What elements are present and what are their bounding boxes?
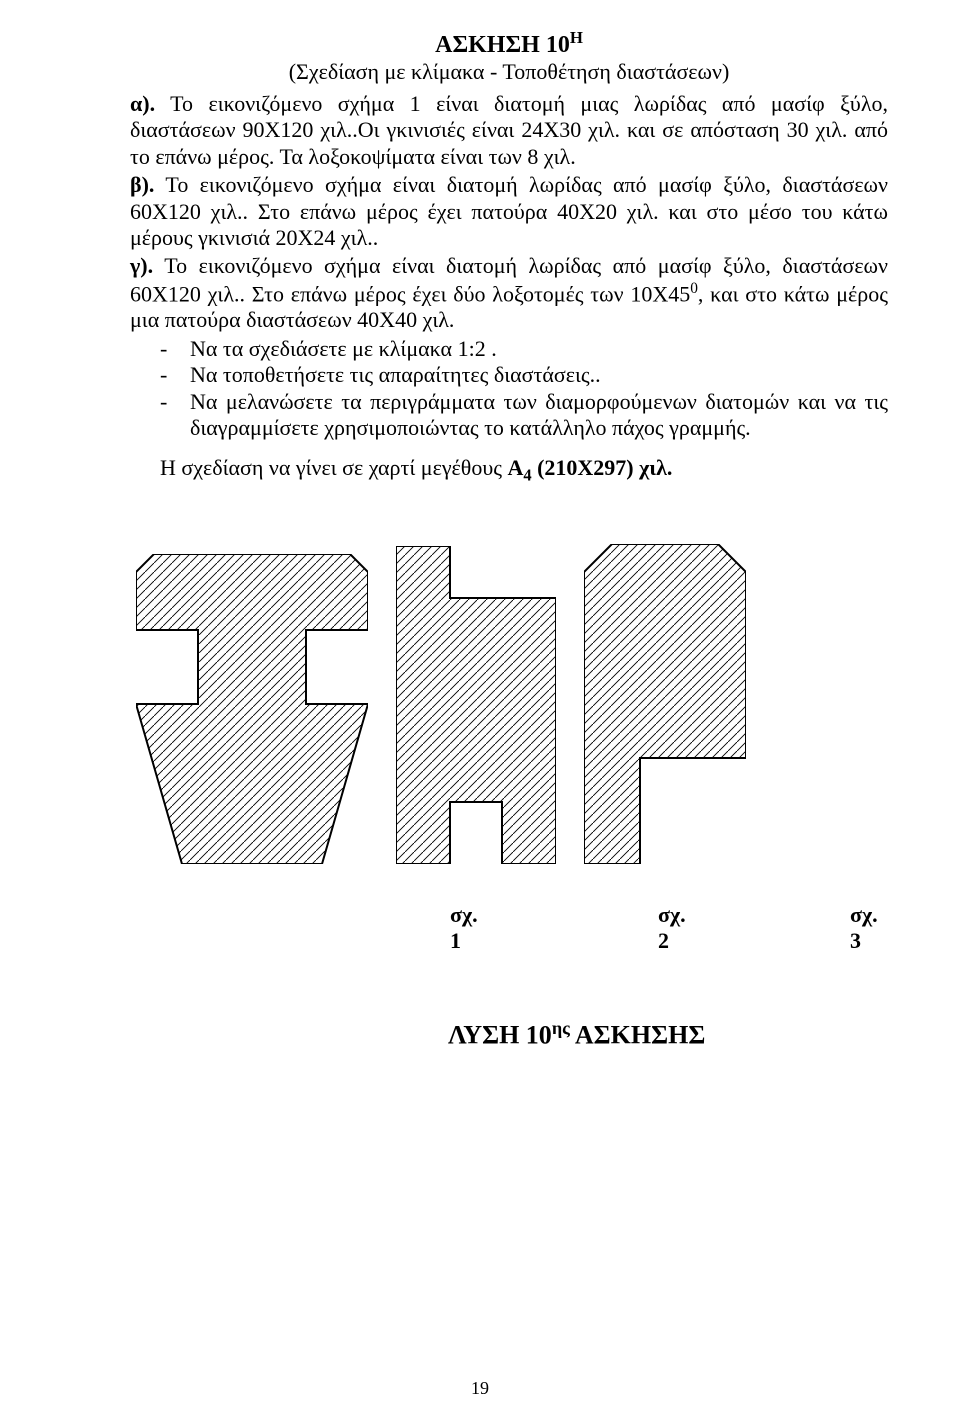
figures-container	[130, 544, 888, 864]
caption-2: σχ. 2	[658, 902, 696, 954]
bullet-1: -Να τα σχεδιάσετε με κλίμακα 1:2 .	[160, 336, 888, 362]
bullet-3: -Να μελανώσετε τα περιγράμματα των διαμο…	[160, 389, 888, 442]
caption-3: σχ. 3	[850, 902, 888, 954]
bullet-2: -Να τοποθετήσετε τις απαραίτητες διαστάσ…	[160, 362, 888, 388]
caption-1: σχ. 1	[450, 902, 488, 954]
figure-2	[396, 546, 556, 864]
exercise-subtitle: (Σχεδίαση με κλίμακα - Τοποθέτηση διαστά…	[130, 59, 888, 85]
paragraph-b: β). Το εικονιζόμενο σχήμα είναι διατομή …	[130, 172, 888, 251]
exercise-title: ΑΣΚΗΣΗ 10Η	[130, 28, 888, 59]
final-note: Η σχεδίαση να γίνει σε χαρτί μεγέθους Α4…	[160, 455, 888, 485]
solution-title: ΛΥΣΗ 10ης ΑΣΚΗΣΗΣ	[448, 1018, 888, 1051]
paragraph-c: γ). Το εικονιζόμενο σχήμα είναι διατομή …	[130, 253, 888, 334]
page-number: 19	[471, 1378, 489, 1399]
figure-3	[584, 544, 746, 864]
paragraph-a: α). Το εικονιζόμενο σχήμα 1 είναι διατομ…	[130, 91, 888, 170]
figure-1	[136, 554, 368, 864]
figure-captions: σχ. 1 σχ. 2 σχ. 3	[130, 902, 888, 954]
